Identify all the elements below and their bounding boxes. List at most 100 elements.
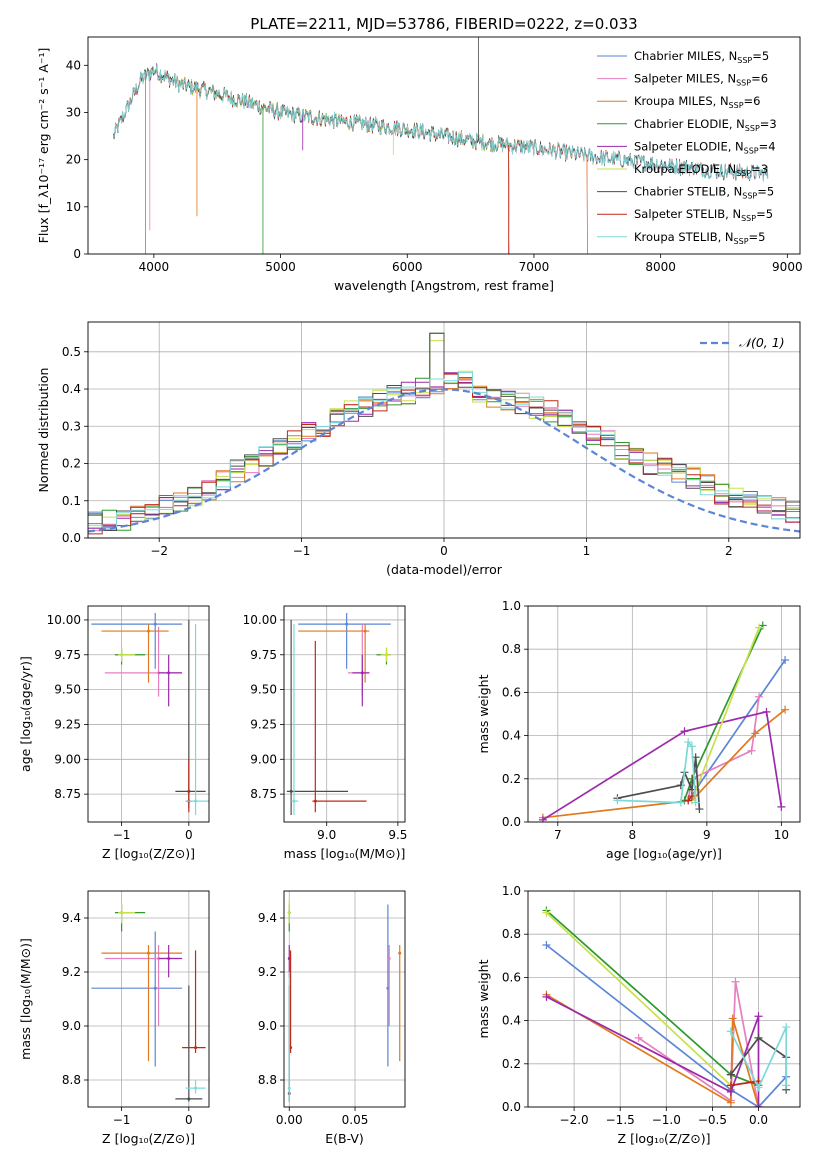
- weight_vs_Z-marker-5: [542, 908, 551, 917]
- residuals-xtick-label: −2: [150, 544, 168, 558]
- legend-entry-label: Chabrier MILES, N: [634, 49, 737, 63]
- spectrum-ylabel: Flux [f_λ10⁻¹⁷ erg cm⁻² s⁻¹ A⁻¹]: [36, 48, 51, 244]
- spectrum-ytick-label: 40: [66, 58, 81, 72]
- weight_vs_Z-marker-2: [728, 1014, 737, 1023]
- age_vs_mass-point-7: [313, 799, 317, 803]
- weight_vs_age-ylabel: mass weight: [476, 674, 491, 753]
- residuals-xtick-label: 1: [583, 544, 591, 558]
- weight_vs_Z-axes-frame: [527, 890, 801, 1108]
- spectrum-xtick-label: 6000: [392, 260, 423, 274]
- age_vs_mass-ytick-label: 9.75: [250, 648, 277, 662]
- weight_vs_Z-line-1: [638, 981, 760, 1107]
- weight_vs_age-ytick-label: 1.0: [502, 599, 521, 613]
- mass_vs_Z-point-7: [194, 1046, 198, 1050]
- mass_vs_Z-ytick-label: 9.4: [62, 911, 81, 925]
- legend-entry-label: Salpeter ELODIE, N: [634, 139, 744, 153]
- residuals-xtick-label: 0: [440, 544, 448, 558]
- legend-entry-0: Chabrier MILES, NSSP=5: [634, 49, 769, 65]
- weight_vs_age-line-4: [542, 710, 783, 821]
- mass_vs_Z-point-6: [187, 1097, 191, 1101]
- legend-entry-label: Kroupa ELODIE, N: [634, 162, 736, 176]
- residuals-ytick-label: 0.3: [62, 419, 81, 433]
- weight_vs_age-line-8: [617, 740, 697, 804]
- weight_vs_age-line-5: [691, 627, 760, 801]
- legend-entry-subscript: SSP: [737, 56, 752, 65]
- weight_vs_age-marker-4: [777, 802, 786, 811]
- spectrum-xtick-label: 8000: [645, 260, 676, 274]
- weight_vs_age-marker-6: [695, 805, 704, 814]
- weight_vs_Z-line-4: [546, 996, 760, 1107]
- legend-entry-6: Chabrier STELIB, NSSP=5: [634, 185, 774, 201]
- weight_vs_age-marker-8: [684, 738, 693, 747]
- mass_vs_EBV-point-1: [387, 957, 391, 960]
- mass_vs_Z-plot: [91, 904, 206, 1102]
- weight_vs_Z-line-5: [545, 911, 732, 1087]
- mass_vs_EBV-point-2: [398, 951, 402, 955]
- spectrum-xlabel: wavelength [Angstrom, rest frame]: [334, 278, 554, 293]
- residuals-ytick-label: 0.0: [62, 531, 81, 545]
- weight_vs_Z-xtick-label: −0.5: [698, 1113, 727, 1127]
- weight_vs_Z-xtick-label: −1.0: [652, 1113, 681, 1127]
- residuals-ytick-label: 0.4: [62, 382, 81, 396]
- age_vs_Z-ytick-label: 9.00: [54, 752, 81, 766]
- age_vs_mass-point-8: [292, 799, 296, 803]
- weight_vs_Z-ytick-label: 0.0: [502, 1100, 521, 1114]
- mass_vs_EBV-xtick-label: 0.05: [342, 1113, 369, 1127]
- weight_vs_age-marker-8: [676, 798, 685, 807]
- weight_vs_age-marker-1: [755, 692, 764, 701]
- age_vs_mass-axes-frame: [283, 605, 406, 823]
- mass_vs_EBV-point-5: [287, 911, 291, 915]
- spectrum-ytick-label: 20: [66, 153, 81, 167]
- weight_vs_Z-xtick-label: 0.0: [749, 1113, 768, 1127]
- weight_vs_age-marker-4: [680, 727, 689, 736]
- mass_vs_Z-point-4: [167, 957, 171, 960]
- weight_vs_Z-xlabel: Z [log₁₀(Z/Z⊙)]: [618, 1131, 711, 1146]
- mass_vs_Z-xtick-label: −1: [113, 1113, 131, 1127]
- weight_vs_age-ytick-label: 0.6: [502, 685, 521, 699]
- weight_vs_age-ytick-label: 0.4: [502, 729, 521, 743]
- weight_vs_Z-marker-6: [726, 1070, 735, 1079]
- spectrum-xtick-label: 4000: [139, 260, 170, 274]
- residual-histogram-8: [88, 372, 800, 528]
- legend-entry-count: =5: [757, 185, 774, 199]
- legend-entry-count: =3: [760, 117, 777, 131]
- spectrum-plot: [112, 37, 769, 254]
- mass_vs_EBV-axes-frame: [283, 890, 406, 1108]
- age_vs_mass-point-5: [384, 653, 388, 657]
- mass_vs_Z-point-2: [147, 951, 150, 955]
- age_vs_mass-ytick-label: 9.25: [250, 717, 277, 731]
- legend-entry-label: Salpeter STELIB, N: [634, 207, 741, 221]
- weight_vs_age-marker-8: [687, 742, 696, 751]
- weight_vs_age-line-2: [542, 709, 786, 819]
- residuals-frame: −2 −1 0 1 2 0.0 0.1 0.2 0.3 0.4 0.5 (data-model)/er…: [36, 321, 801, 577]
- weight_vs_Z-marker-4: [542, 992, 551, 1001]
- mass_vs_Z-point-0: [153, 986, 157, 990]
- legend-entry-subscript: SSP: [729, 101, 744, 110]
- weight_vs_Z-xtick-label: −2.0: [560, 1113, 589, 1127]
- age_vs_mass-point-0: [345, 622, 349, 626]
- legend-entry-label: Kroupa STELIB, N: [634, 230, 734, 244]
- weight_vs_Z-line-8: [730, 1026, 788, 1090]
- age_vs_Z-plot: [91, 612, 209, 816]
- weight_vs_Z-ytick-label: 1.0: [502, 884, 521, 898]
- weight_vs_Z-marker-8: [754, 1083, 763, 1092]
- weight_vs_Z-marker-8: [782, 1081, 791, 1090]
- mass_vs_EBV-ytick-label: 9.4: [258, 911, 277, 925]
- normal-curve: [88, 388, 800, 533]
- weight_vs_age-xtick-label: 7: [554, 828, 562, 842]
- mass_vs_Z-xlabel: Z [log₁₀(Z/Z⊙)]: [102, 1131, 195, 1146]
- weight_vs_age-marker-2: [751, 729, 760, 738]
- age_vs_Z-ytick-label: 9.50: [54, 683, 81, 697]
- age_vs_mass-ytick-label: 9.00: [250, 752, 277, 766]
- mass_vs_Z-point-5: [120, 911, 124, 915]
- mass_vs_EBV-ytick-label: 9.0: [258, 1019, 277, 1033]
- weight_vs_Z-marker-8: [782, 1023, 791, 1032]
- weight_vs_age-marker-8: [613, 796, 622, 805]
- weight_vs_age-xtick-label: 10: [774, 828, 789, 842]
- weight_vs_Z-line-3: [545, 909, 759, 1087]
- weight_vs_age-xtick-label: 8: [629, 828, 637, 842]
- weight_vs_Z-marker-0: [542, 941, 551, 949]
- age_vs_Z-point-5: [120, 653, 124, 657]
- age_vs_Z-xtick-label: −1: [113, 828, 131, 842]
